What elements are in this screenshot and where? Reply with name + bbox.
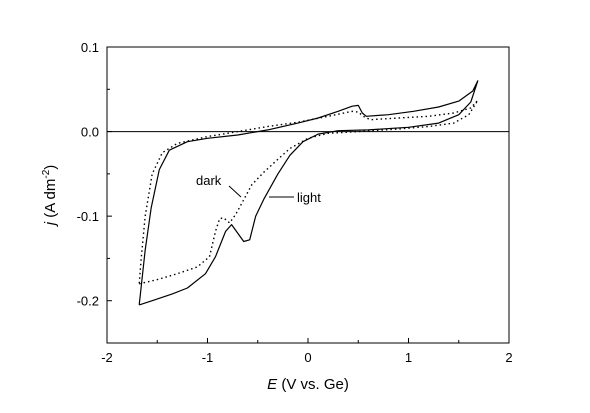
- y-axis-label-superscript: -2: [41, 169, 52, 178]
- x-axis-label: E (V vs. Ge): [267, 376, 349, 393]
- y-axis-label-symbol: j: [42, 221, 59, 227]
- y-axis-label: j (A dm-2): [41, 165, 59, 228]
- y-tick-label: -0.1: [77, 209, 99, 224]
- x-axis-ticks: -2 -1 0 1 2: [101, 338, 513, 365]
- y-tick-label: 0.1: [81, 40, 99, 55]
- x-tick-label: 0: [304, 350, 311, 365]
- y-axis-label-close: ): [42, 165, 59, 170]
- y-axis-ticks: -0.2 -0.1 0.0 0.1: [77, 40, 112, 309]
- series-layer: [138, 80, 479, 306]
- series-line-dark: [138, 99, 479, 285]
- x-axis-label-symbol: E: [267, 376, 278, 393]
- y-axis-label-unit: (A dm: [42, 179, 59, 222]
- y-tick-label: 0.0: [81, 125, 99, 140]
- y-tick-label: -0.2: [77, 294, 99, 309]
- x-tick-label: 2: [505, 350, 512, 365]
- annotation-dark: dark: [196, 173, 222, 188]
- annotation-dark-leader: [228, 185, 242, 198]
- x-tick-label: -1: [202, 350, 214, 365]
- series-line-light: [138, 80, 479, 306]
- x-tick-label: -2: [101, 350, 113, 365]
- annotation-light: light: [297, 190, 321, 205]
- x-tick-label: 1: [405, 350, 412, 365]
- x-axis-label-unit: (V vs. Ge): [277, 376, 349, 393]
